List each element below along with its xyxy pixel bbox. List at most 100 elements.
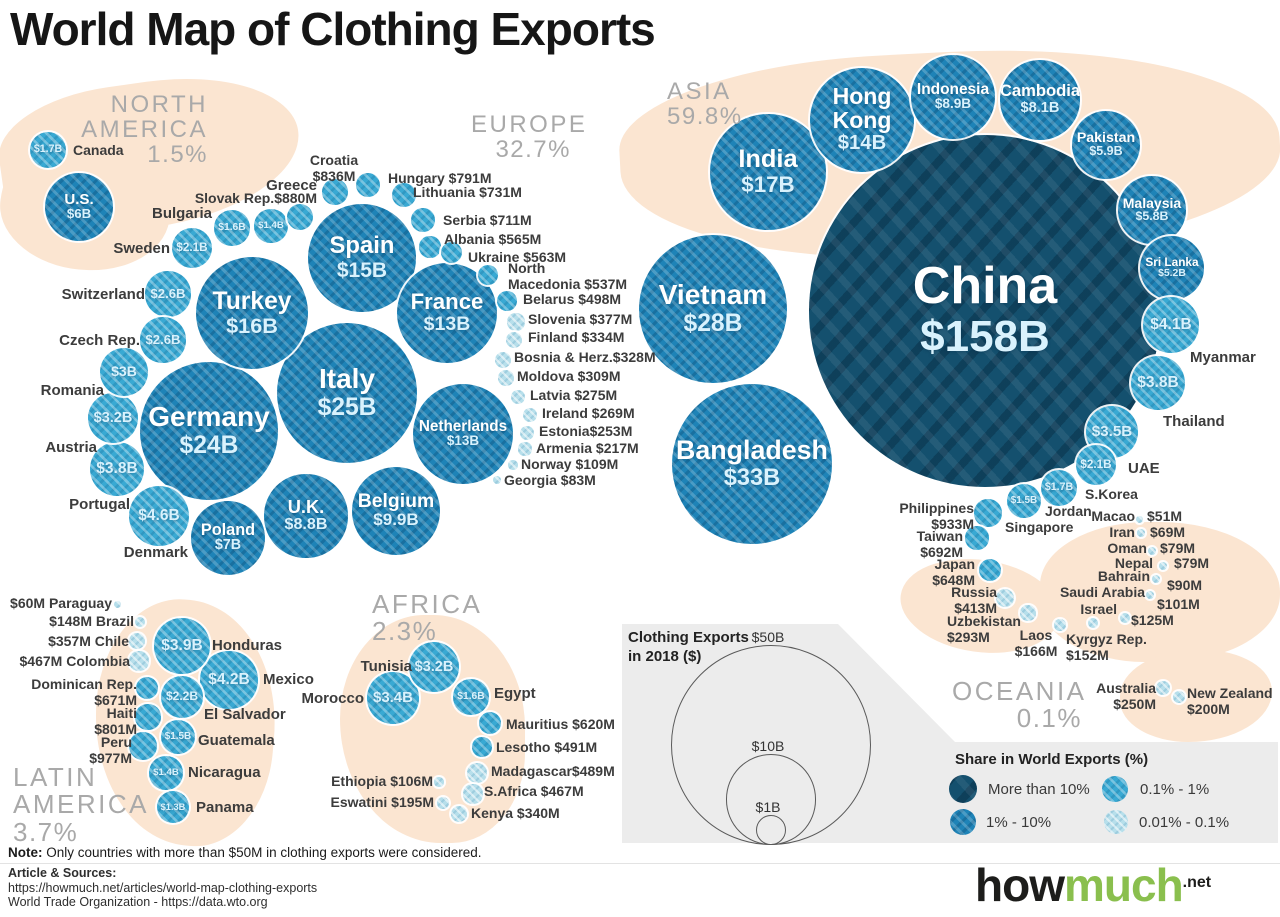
bubble-dominican-rep bbox=[135, 676, 159, 700]
bubble-vietnam: Vietnam $28B bbox=[638, 234, 788, 384]
bubble-thailand: $3.8B bbox=[1130, 355, 1186, 411]
bubble-value-label: $1.3B bbox=[160, 801, 186, 812]
bubble-peru bbox=[129, 732, 157, 760]
bubble-value-label: $3.4B bbox=[373, 688, 413, 706]
bubble-country-label: Germany bbox=[148, 401, 270, 433]
bubble-denmark: $4.6B bbox=[128, 485, 190, 547]
country-label-romania: Romania bbox=[40, 382, 104, 399]
bubble-value-label: $1.6B bbox=[457, 691, 485, 703]
bubble-slovak-rep bbox=[286, 203, 314, 231]
bubble-country-label: China bbox=[912, 257, 1058, 316]
bubble-country-label: Italy bbox=[318, 363, 376, 395]
bubble-value-label: $8.8B bbox=[284, 515, 328, 534]
bubble-country-label: Cambodia bbox=[1000, 81, 1080, 101]
country-label-chile: $357M Chile bbox=[48, 633, 129, 649]
share-legend-dot-light bbox=[1102, 776, 1128, 802]
country-label-bosnia-herz: Bosnia & Herz.$328M bbox=[514, 349, 656, 365]
country-label-portugal: Portugal bbox=[69, 496, 130, 513]
size-legend-title: Clothing Exports in 2018 ($) bbox=[628, 629, 749, 665]
bubble-finland bbox=[505, 331, 523, 349]
sources-block: Article & Sources: https://howmuch.net/a… bbox=[8, 866, 317, 910]
bubble-value-label: $2.1B bbox=[176, 240, 208, 254]
bubble-value-label: $3B bbox=[111, 363, 137, 380]
country-label-canada: Canada bbox=[73, 142, 124, 158]
bubble-georgia bbox=[492, 475, 502, 485]
bubble-canada: $1.7B bbox=[29, 131, 67, 169]
bubble-spain: Spain $15B bbox=[307, 203, 417, 313]
bubble-tunisia: $3.2B bbox=[408, 641, 460, 693]
share-legend-label-more-than-10: More than 10% bbox=[988, 781, 1090, 798]
country-label-slovak-rep: Slovak Rep.$880M bbox=[194, 190, 317, 206]
bubble-uzbekistan bbox=[1020, 605, 1036, 621]
country-label-brazil: $148M Brazil bbox=[49, 613, 134, 629]
country-label-iran: Iran bbox=[1109, 524, 1135, 540]
country-label-s-africa: S.Africa $467M bbox=[484, 783, 584, 799]
bubble-ethiopia bbox=[434, 777, 444, 787]
country-label-latvia: Latvia $275M bbox=[530, 387, 618, 403]
sources-heading: Article & Sources: bbox=[8, 866, 117, 880]
bubble-country-label: Netherlands bbox=[418, 417, 508, 435]
bubble-value-label: $15B bbox=[336, 258, 388, 282]
region-header-asia: ASIA 59.8% bbox=[667, 78, 743, 131]
bubble-italy: Italy $25B bbox=[277, 323, 417, 463]
bubble-malaysia: Malaysia $5.8B bbox=[1118, 176, 1186, 244]
bubble-bangladesh: Bangladesh $33B bbox=[671, 383, 833, 545]
country-value-label-iran: $69M bbox=[1150, 524, 1186, 540]
region-header-europe: EUROPE 32.7% bbox=[471, 111, 588, 164]
bubble-u-s: U.S. $6B bbox=[44, 172, 114, 242]
bubble-japan bbox=[978, 558, 1002, 582]
bubble-value-label: $33B bbox=[723, 463, 781, 490]
country-label-thailand: Thailand bbox=[1163, 413, 1225, 430]
country-label-guatemala: Guatemala bbox=[198, 732, 275, 749]
country-label-saudi-arabia: Saudi Arabia bbox=[1059, 584, 1145, 600]
logo-much: much bbox=[1063, 859, 1184, 911]
share-legend-dot-dark bbox=[949, 775, 977, 803]
share-legend-label-1-10: 1% - 10% bbox=[986, 814, 1052, 831]
country-label-laos: Laos $166M bbox=[1014, 627, 1058, 659]
country-label-croatia: Croatia $836M bbox=[309, 152, 359, 184]
bubble-nepal bbox=[1159, 562, 1167, 570]
country-label-bulgaria: Bulgaria bbox=[151, 205, 212, 222]
bubble-kyrgyz-rep bbox=[1087, 617, 1099, 629]
country-label-greece: Greece bbox=[266, 177, 317, 194]
bubble-bahrain bbox=[1151, 574, 1161, 584]
bubble-north-macedonia bbox=[477, 264, 499, 286]
bubble-netherlands: Netherlands $13B bbox=[412, 383, 514, 485]
bubble-switzerland: $2.6B bbox=[145, 271, 191, 317]
share-legend-dot-pale bbox=[1104, 810, 1128, 834]
country-label-hungary: Hungary $791M bbox=[388, 170, 492, 186]
bubble-slovenia bbox=[507, 313, 525, 331]
bubble-value-label: $158B bbox=[920, 312, 1050, 362]
bubble-value-label: $14B bbox=[837, 132, 887, 155]
bubble-country-label: Sri Lanka bbox=[1145, 255, 1199, 270]
country-value-label-macao: $51M bbox=[1147, 508, 1183, 524]
bubble-romania: $3B bbox=[99, 347, 149, 397]
country-label-singapore: Singapore bbox=[1005, 519, 1074, 535]
country-label-s-korea: S.Korea bbox=[1085, 486, 1138, 502]
country-label-madagascar: Madagascar$489M bbox=[491, 763, 615, 779]
bubble-country-label: Bangladesh bbox=[676, 435, 828, 466]
bubble-value-label: $4.1B bbox=[1150, 316, 1192, 334]
source-url-wto: World Trade Organization - https://data.… bbox=[8, 895, 268, 910]
country-label-lithuania: Lithuania $731M bbox=[413, 184, 522, 200]
bubble-eswatini bbox=[436, 796, 450, 810]
country-label-belarus: Belarus $498M bbox=[523, 291, 622, 307]
bubble-value-label: $1.4B bbox=[258, 219, 284, 231]
region-header-oceania: OCEANIA 0.1% bbox=[952, 676, 1087, 734]
bubble-paraguay bbox=[113, 600, 121, 608]
size-legend-label-50b: $50B bbox=[751, 629, 785, 645]
logo-net: .net bbox=[1182, 874, 1212, 891]
country-value-label-nepal: $79M bbox=[1174, 555, 1210, 571]
region-header-north-america: NORTH AMERICA 1.5% bbox=[81, 91, 208, 169]
country-label-paraguay: $60M Paraguay bbox=[10, 595, 112, 611]
country-label-colombia: $467M Colombia bbox=[19, 653, 130, 669]
country-label-mauritius: Mauritius $620M bbox=[506, 716, 615, 732]
bubble-turkey: Turkey $16B bbox=[196, 257, 308, 369]
country-label-jordan: Jordan bbox=[1045, 503, 1092, 519]
country-value-label-bahrain: $90M bbox=[1167, 577, 1203, 593]
share-legend-label-0-1-1: 0.1% - 1% bbox=[1140, 781, 1210, 798]
country-label-russia: Russia $413M bbox=[951, 584, 997, 616]
country-label-eswatini: Eswatini $195M bbox=[330, 794, 435, 810]
bubble-value-label: $25B bbox=[317, 393, 377, 421]
